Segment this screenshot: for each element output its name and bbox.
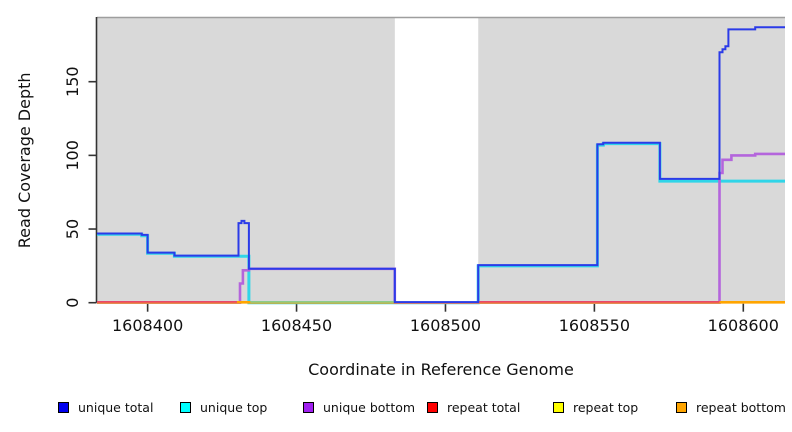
legend-label: repeat total: [447, 399, 521, 415]
legend-item: repeat bottom: [676, 398, 786, 416]
legend-item: unique top: [180, 398, 267, 416]
legend-swatch-icon: [427, 401, 438, 413]
legend-swatch-icon: [180, 401, 191, 413]
series-line-unique-total: [97, 26, 785, 304]
x-tick-label: 1608450: [261, 316, 332, 335]
legend-label: unique top: [200, 399, 268, 415]
x-tick-label: 1608600: [708, 316, 779, 335]
legend-label: repeat top: [573, 399, 639, 415]
legend-swatch-icon: [58, 401, 69, 413]
y-axis-title: Read Coverage Depth: [15, 72, 34, 248]
legend-label: repeat bottom: [696, 399, 786, 415]
x-axis-title: Coordinate in Reference Genome: [308, 360, 574, 379]
y-tick-label: 50: [63, 219, 82, 239]
legend-swatch-icon: [676, 401, 687, 413]
legend-swatch-icon: [303, 401, 314, 413]
x-tick-label: 1608550: [559, 316, 630, 335]
y-tick-label: 0: [63, 298, 82, 308]
masked-region: [394, 18, 479, 303]
legend-item: unique total: [58, 398, 153, 416]
legend-swatch-icon: [553, 401, 564, 413]
legend-item: repeat top: [553, 398, 638, 416]
y-tick-label: 150: [63, 66, 82, 97]
legend-label: unique bottom: [323, 399, 416, 415]
x-tick-label: 1608500: [410, 316, 481, 335]
legend-label: unique total: [78, 399, 154, 415]
legend: unique total unique top unique bottom repea…: [0, 398, 792, 422]
x-tick-label: 1608400: [112, 316, 183, 335]
y-tick-label: 100: [63, 140, 82, 171]
legend-item: unique bottom: [303, 398, 415, 416]
legend-item: repeat total: [427, 398, 520, 416]
coverage-plot: 0 50 100 150 1608400 1608450 1608500 1608550 160…: [15, 16, 785, 335]
